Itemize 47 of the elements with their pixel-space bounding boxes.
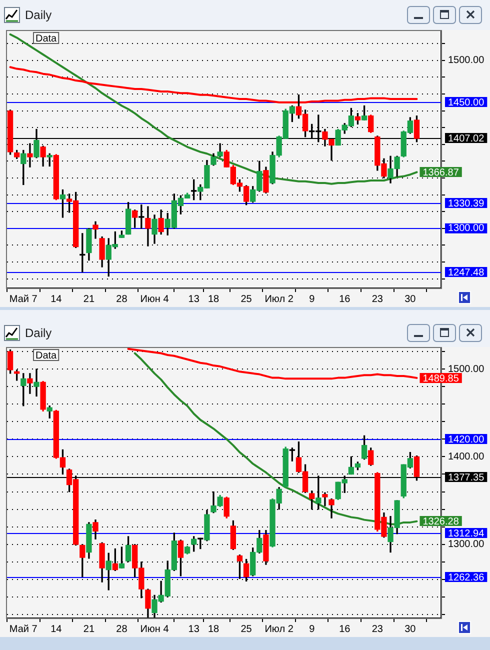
ref-line-label: 1312.94 [448,528,485,540]
x-tick-label: 23 [372,294,384,305]
x-tick-label: 30 [404,294,416,305]
y-tick-label: 1400.00 [448,451,485,462]
x-tick-label: Июн 4 [140,294,170,305]
x-tick-label: Май 7 [9,294,38,305]
x-tick-label: Июл 2 [264,624,294,635]
y-tick-label: 1500.00 [448,55,485,66]
data-label: 1489.85 [422,373,460,384]
x-tick-label: Май 7 [9,624,38,635]
x-tick-label: 30 [404,624,416,635]
x-tick-label: 25 [240,624,252,635]
x-tick-label: 14 [50,624,62,635]
y-tick-label: 1300.00 [448,223,485,234]
candlestick [145,206,151,246]
chart-title: Daily [25,8,52,22]
annotation: Data [36,33,58,44]
x-tick-label: 28 [116,624,128,635]
x-tick-label: 18 [208,624,220,635]
x-tick-label: 13 [188,624,200,635]
x-tick-label: 9 [309,294,316,305]
x-tick-label: 28 [116,294,128,305]
x-tick-label: 21 [83,624,95,635]
x-tick-label: 14 [50,294,62,305]
x-tick-label: 16 [339,624,351,635]
x-tick-label: 9 [309,624,316,635]
ref-line-label: 1330.39 [448,198,485,210]
x-tick-label: 16 [339,294,351,305]
ref-line-label: 1262.36 [448,572,485,584]
ref-line-label: 1407.02 [448,133,485,144]
chart-title: Daily [25,326,52,340]
ref-line-label: 1247.48 [448,267,485,278]
data-label: 1326.28 [422,516,460,528]
x-tick-label: 13 [188,294,200,305]
annotation: Data [36,350,58,362]
x-tick-label: 23 [372,624,384,635]
x-tick-label: 21 [83,294,95,305]
ref-line-label: 1450.00 [448,97,485,108]
ref-line-label: 1377.35 [448,472,485,484]
x-tick-label: Июн 4 [140,624,170,635]
x-tick-label: 18 [208,294,220,305]
data-label: 1366.87 [422,167,460,178]
y-tick-label: 1500.00 [448,364,485,375]
y-tick-label: 1300.00 [448,539,485,550]
ref-line-label: 1420.00 [448,434,485,446]
x-tick-label: Июл 2 [264,294,294,305]
x-tick-label: 25 [240,294,252,305]
